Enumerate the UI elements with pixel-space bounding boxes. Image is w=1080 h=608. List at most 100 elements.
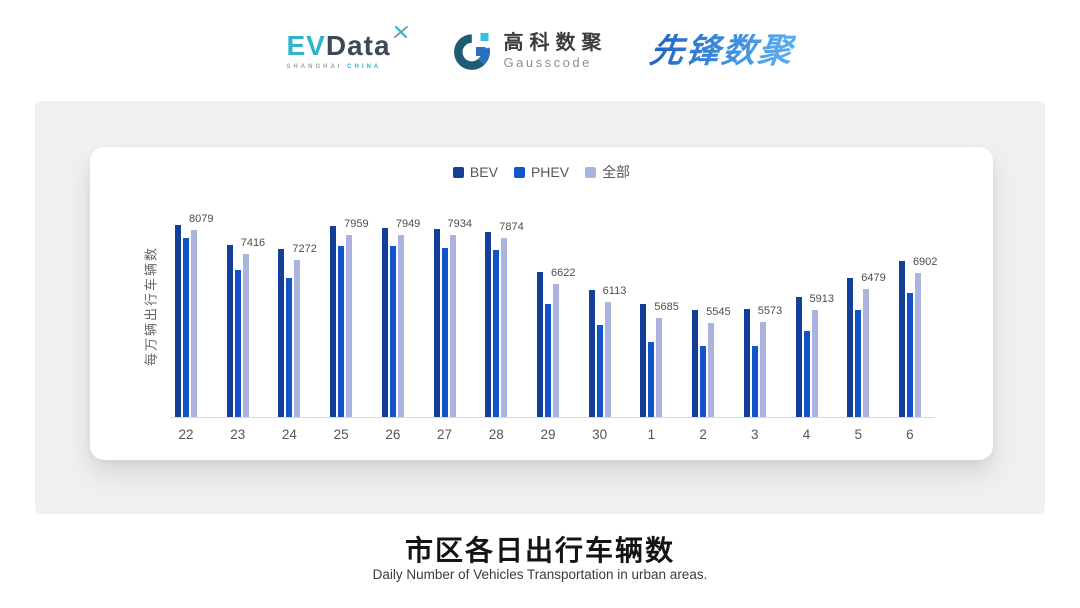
gausscode-en-name: Gausscode [503, 55, 592, 70]
x-tick-26: 26 [385, 427, 401, 442]
evdata-x-icon [393, 26, 408, 38]
bar-PHEV-3 [751, 346, 758, 417]
bar-BEV-28 [485, 232, 492, 417]
legend-item-PHEV: PHEV [513, 164, 570, 180]
value-label-28: 7874 [499, 221, 524, 233]
bar-BEV-2 [692, 310, 699, 417]
legend-item-全部: 全部 [585, 162, 630, 182]
bar-BEV-25 [330, 226, 337, 417]
bar-全部-1 [656, 318, 663, 417]
value-label-30: 6113 [602, 285, 627, 297]
page-subtitle: Daily Number of Vehicles Transportation … [372, 567, 708, 582]
bar-PHEV-5 [855, 310, 862, 417]
x-tick-2: 2 [699, 427, 707, 442]
bar-group-26: 7949 [381, 195, 420, 417]
bar-PHEV-2 [700, 346, 707, 417]
value-label-27: 7934 [447, 218, 473, 230]
bar-全部-6 [914, 273, 921, 417]
bar-group-6: 6902 [898, 195, 937, 417]
bar-PHEV-25 [338, 246, 345, 417]
bar-全部-22 [191, 230, 197, 417]
bar-group-2: 5545 [692, 195, 731, 417]
bar-PHEV-24 [286, 278, 293, 417]
chart-panel: BEV PHEV 全部 每万辆出行车辆数 8079 22 7416 23 7272 24 795… [35, 101, 1045, 514]
bar-BEV-27 [433, 229, 440, 417]
bar-全部-2 [708, 323, 715, 417]
bar-BEV-1 [640, 304, 647, 417]
bar-全部-25 [346, 235, 353, 417]
value-label-22: 8079 [189, 213, 214, 225]
value-label-6: 6902 [912, 256, 938, 268]
gausscode-text: 高科数聚 Gausscode [504, 32, 608, 70]
bar-group-5: 6479 [847, 195, 886, 417]
x-tick-24: 24 [281, 427, 297, 442]
legend-swatch-PHEV [513, 166, 525, 178]
bar-BEV-23 [226, 245, 233, 417]
evdata-tagline-shanghai: SHANGHAI [286, 64, 343, 70]
header: EV Data SHANGHAI CHINA 高科数聚 Gausscode 先锋数… [0, 16, 1080, 86]
bar-BEV-3 [743, 309, 750, 417]
value-label-3: 5573 [757, 305, 783, 317]
bar-BEV-5 [847, 278, 854, 417]
bar-全部-27 [449, 235, 456, 417]
legend-swatch-全部 [585, 166, 597, 178]
x-tick-22: 22 [178, 427, 194, 442]
legend-item-BEV: BEV [452, 164, 498, 180]
bar-BEV-29 [536, 272, 543, 417]
value-label-26: 7949 [395, 218, 421, 230]
x-tick-27: 27 [437, 427, 453, 442]
bar-全部-24 [294, 260, 301, 417]
x-tick-29: 29 [540, 427, 556, 442]
x-tick-25: 25 [333, 427, 349, 442]
x-tick-4: 4 [802, 427, 811, 442]
bar-PHEV-4 [803, 331, 810, 417]
bar-全部-30 [604, 302, 611, 417]
bar-BEV-30 [588, 290, 595, 417]
bar-BEV-4 [795, 297, 802, 417]
bar-PHEV-27 [441, 248, 448, 417]
bar-group-24: 7272 [278, 195, 317, 417]
evdata-tagline: SHANGHAI CHINA [286, 64, 381, 70]
evdata-tagline-china: CHINA [347, 64, 382, 70]
bar-全部-26 [397, 235, 404, 417]
x-tick-23: 23 [230, 427, 246, 442]
bar-全部-29 [552, 284, 559, 417]
bar-PHEV-30 [596, 325, 603, 417]
x-tick-30: 30 [592, 427, 608, 442]
bar-group-23: 7416 [226, 195, 265, 417]
value-label-2: 5545 [706, 306, 731, 318]
chart-card: BEV PHEV 全部 每万辆出行车辆数 8079 22 7416 23 7272 24 795… [90, 147, 993, 460]
x-tick-3: 3 [751, 427, 759, 442]
bar-PHEV-23 [234, 270, 241, 417]
x-tick-1: 1 [647, 427, 656, 442]
evdata-data-text: Data [325, 30, 391, 61]
legend-label-全部: 全部 [602, 164, 631, 180]
x-tick-5: 5 [854, 427, 862, 442]
bar-全部-28 [501, 238, 508, 417]
value-label-5: 6479 [861, 272, 886, 284]
evdata-logo: EV Data SHANGHAI CHINA [286, 26, 408, 70]
evdata-wordmark: EV Data [286, 26, 408, 61]
bar-PHEV-29 [544, 304, 551, 417]
plot-area: 8079 22 7416 23 7272 24 7959 25 7949 26 7934 27 7874… [170, 195, 937, 442]
bar-全部-4 [811, 310, 818, 417]
gausscode-logo: 高科数聚 Gausscode [451, 29, 608, 73]
bar-PHEV-1 [648, 342, 655, 417]
legend-label-BEV: BEV [469, 164, 498, 180]
legend: BEV PHEV 全部 [90, 162, 993, 182]
bar-BEV-6 [898, 261, 905, 417]
gausscode-cn-name: 高科数聚 [503, 32, 608, 54]
value-label-1: 5685 [654, 301, 679, 313]
evdata-ev-text: EV [286, 30, 326, 61]
gausscode-g-icon [453, 33, 490, 70]
value-label-29: 6622 [550, 267, 576, 279]
legend-swatch-BEV [452, 166, 464, 178]
value-label-24: 7272 [292, 243, 317, 255]
bar-BEV-26 [381, 228, 388, 417]
bar-BEV-24 [278, 249, 285, 417]
legend-label-PHEV: PHEV [530, 164, 570, 180]
bar-全部-3 [759, 322, 766, 417]
bar-group-25: 7959 [330, 195, 369, 417]
bar-group-3: 5573 [743, 195, 782, 417]
bar-PHEV-26 [389, 246, 396, 417]
